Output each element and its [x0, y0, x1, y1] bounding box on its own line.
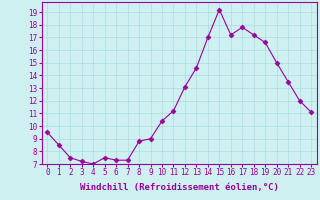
X-axis label: Windchill (Refroidissement éolien,°C): Windchill (Refroidissement éolien,°C)	[80, 183, 279, 192]
